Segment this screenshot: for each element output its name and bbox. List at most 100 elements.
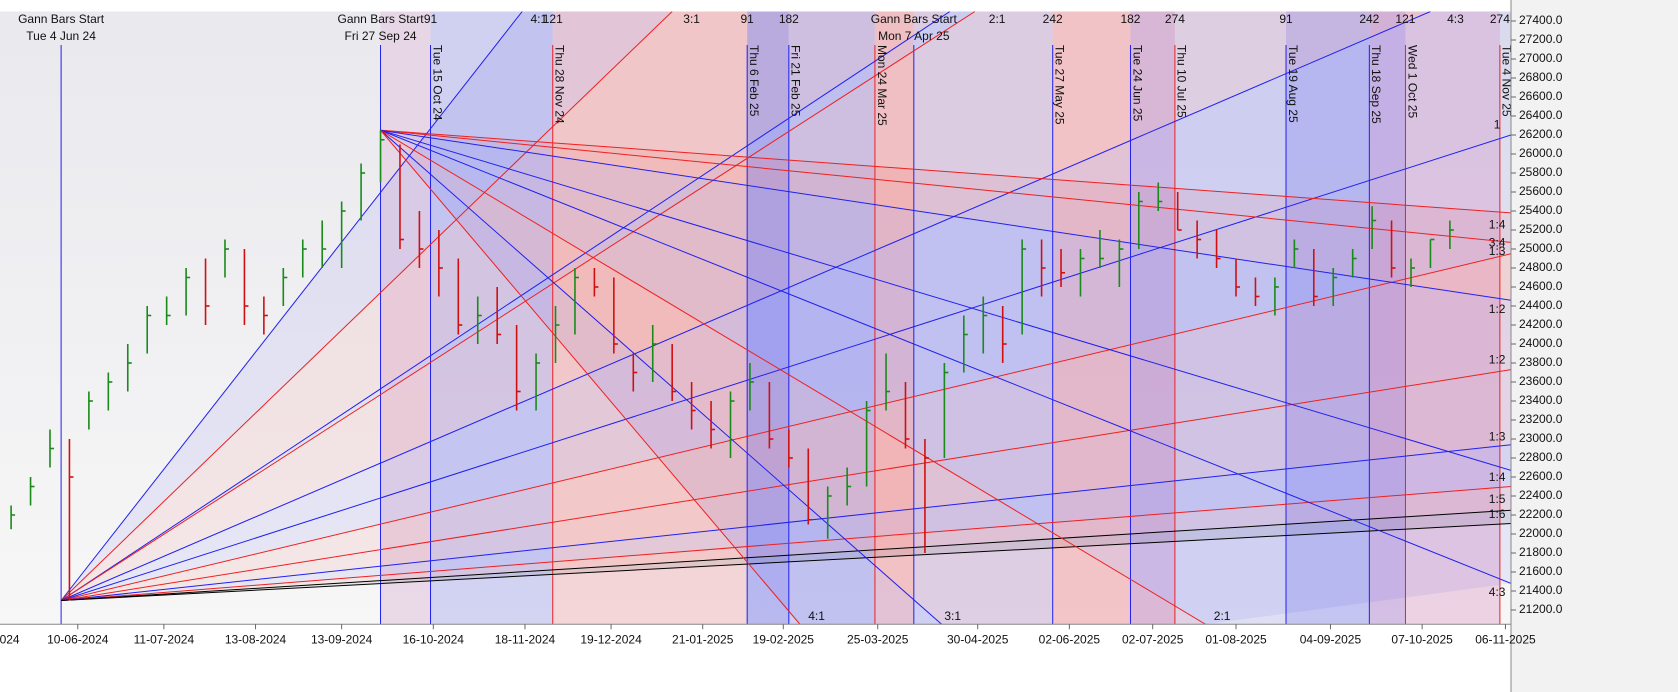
y-tick-label: 22800.0 [1519, 450, 1563, 464]
gann-fan-line [60, 253, 1511, 601]
gann-fan-line [380, 129, 1511, 214]
gann-fan-line [380, 129, 1511, 584]
ratio-label: 182 [1120, 12, 1140, 26]
date-line-label: Tue 4 Nov 25 [1500, 45, 1514, 117]
fan-wedge [61, 11, 1511, 601]
y-tick-label: 25200.0 [1519, 222, 1563, 236]
date-line-label: Wed 1 Oct 25 [1405, 45, 1419, 118]
y-tick-label: 21200.0 [1519, 602, 1563, 616]
y-tick-label: 23200.0 [1519, 412, 1563, 426]
x-tick-label: 19-02-2025 [753, 632, 815, 646]
x-tick-label: 25-03-2025 [847, 632, 909, 646]
ratio-label: 91 [424, 12, 438, 26]
ratio-label: 4:3 [1489, 585, 1506, 599]
axes: Gann Bars Start Tue 4 Jun 24 Gann Bars Sta… [0, 0, 1563, 692]
date-line-label: Thu 28 Nov 24 [553, 45, 567, 124]
y-tick-label: 24000.0 [1519, 336, 1563, 350]
x-tick-label: 06-11-2025 [1475, 632, 1536, 646]
date-line-label: Thu 6 Feb 25 [747, 45, 761, 117]
y-tick-label: 22000.0 [1519, 526, 1563, 540]
y-tick-label: 24600.0 [1519, 279, 1563, 293]
ratio-label: 121 [1395, 12, 1415, 26]
x-tick-label: 01-08-2025 [1205, 632, 1267, 646]
time-band [1130, 11, 1175, 625]
x-tick-label: 07-10-2025 [1391, 632, 1453, 646]
ratio-label: 1:6 [1489, 507, 1506, 521]
gann-fan-line [60, 11, 1431, 601]
y-tick-label: 21800.0 [1519, 545, 1563, 559]
x-tick-label: 11-07-2024 [134, 632, 195, 646]
ratio-label: 3:1 [683, 12, 700, 26]
y-tick-label: 25400.0 [1519, 203, 1563, 217]
ratio-label: 274 [1490, 12, 1510, 26]
gann-fan-line [61, 509, 1511, 601]
time-band [1052, 11, 1131, 625]
y-tick-label: 24200.0 [1519, 317, 1563, 331]
time-band [1369, 11, 1406, 625]
gann-start-date: Mon 7 Apr 25 [878, 29, 950, 43]
time-band [1405, 11, 1500, 625]
y-tick-label: 23400.0 [1519, 393, 1563, 407]
y-tick-label: 22400.0 [1519, 488, 1563, 502]
y-tick-label: 26000.0 [1519, 146, 1563, 160]
ratio-label: 4:1 [531, 12, 548, 26]
gann-start-title: Gann Bars Start [338, 12, 425, 26]
y-tick-label: 24800.0 [1519, 260, 1563, 274]
gann-start-title: Gann Bars Start [871, 12, 958, 26]
gann-fan-line [61, 444, 1511, 601]
time-band [430, 11, 553, 625]
ratio-label: 1:2 [1489, 302, 1506, 316]
x-tick-label: 30-04-2025 [947, 632, 1009, 646]
y-axis-panel [1511, 0, 1678, 692]
gann-start-date: Fri 27 Sep 24 [345, 29, 417, 43]
x-tick-label: 19-12-2024 [580, 632, 642, 646]
y-tick-label: 24400.0 [1519, 298, 1563, 312]
gann-fan-line [380, 129, 1206, 625]
gann-fan-line [60, 11, 951, 601]
y-tick-label: 26200.0 [1519, 127, 1563, 141]
x-tick-label: 02-06-2025 [1039, 632, 1101, 646]
ratio-label: 91 [1279, 12, 1293, 26]
date-line-label: Tue 15 Oct 24 [430, 45, 444, 121]
x-tick-label: 13-08-2024 [225, 632, 287, 646]
date-line-label: Thu 18 Sep 25 [1369, 45, 1383, 124]
time-band [747, 11, 789, 625]
ratio-label: 1:3 [1489, 244, 1506, 258]
time-band [552, 11, 748, 625]
y-tick-label: 26600.0 [1519, 89, 1563, 103]
gann-fan-line [380, 129, 1511, 471]
ratio-label: 1:5 [1489, 492, 1506, 506]
x-tick-label: 02-07-2025 [1122, 632, 1184, 646]
x-tick-label: 13-09-2024 [311, 632, 373, 646]
ratio-label: 91 [740, 12, 754, 26]
x-tick-label: 09-05-2024 [0, 632, 20, 646]
y-tick-label: 26800.0 [1519, 70, 1563, 84]
gann-fan-line [60, 134, 1511, 601]
gann-fan-line [380, 129, 1511, 243]
plot-area [10, 11, 1511, 625]
ratio-label: 2:1 [989, 12, 1006, 26]
ratio-label: 4:3 [1447, 12, 1464, 26]
date-line-label: Mon 24 Mar 25 [875, 45, 889, 126]
date-line-label: Fri 21 Feb 25 [789, 45, 803, 117]
y-tick-label: 22600.0 [1519, 469, 1563, 483]
ratio-label: 242 [1359, 12, 1379, 26]
y-tick-label: 27000.0 [1519, 51, 1563, 65]
date-line-label: Tue 27 May 25 [1053, 45, 1067, 125]
y-tick-label: 21600.0 [1519, 564, 1563, 578]
date-line-label: Thu 10 Jul 25 [1175, 45, 1189, 118]
y-tick-label: 23000.0 [1519, 431, 1563, 445]
time-band [788, 11, 875, 625]
ratio-label: 1:4 [1489, 217, 1506, 231]
x-tick-label: 16-10-2024 [403, 632, 465, 646]
gann-fan-line [60, 11, 673, 601]
ratio-label: 274 [1165, 12, 1185, 26]
date-line-label: Tue 24 Jun 25 [1130, 45, 1144, 122]
ratio-label: 182 [779, 12, 799, 26]
y-tick-label: 25600.0 [1519, 184, 1563, 198]
ratio-label: 3:4 [1489, 235, 1506, 249]
x-tick-label: 18-11-2024 [495, 632, 556, 646]
gann-fan-line [60, 11, 523, 601]
x-tick-label: 10-06-2024 [47, 632, 109, 646]
ratio-label: 1:2 [1489, 352, 1506, 366]
